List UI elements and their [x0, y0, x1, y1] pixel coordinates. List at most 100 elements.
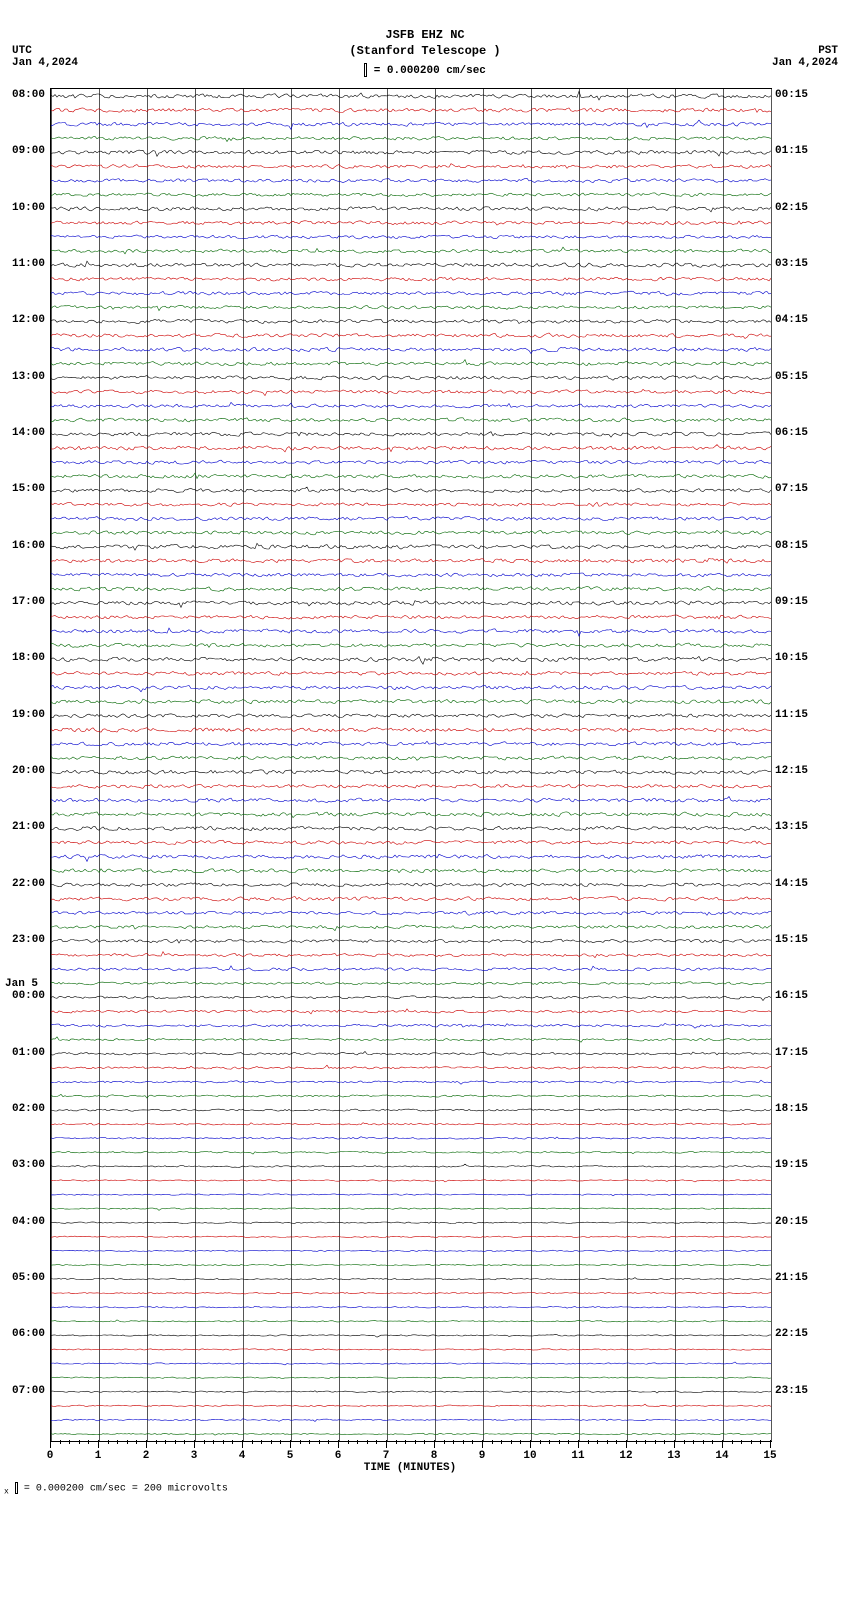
trace-line [51, 418, 771, 422]
x-tick-minor [415, 1440, 416, 1444]
x-tick-minor [223, 1440, 224, 1444]
x-tick-minor [732, 1440, 733, 1444]
utc-hour-label: 09:00 [5, 145, 45, 157]
trace-line [51, 1052, 771, 1056]
trace-line [51, 812, 771, 818]
x-tick-label: 5 [287, 1450, 294, 1462]
trace-line [51, 897, 771, 901]
trace-line [51, 1391, 771, 1393]
x-tick-major [242, 1440, 243, 1448]
x-tick-major [50, 1440, 51, 1448]
x-tick-minor [184, 1440, 185, 1444]
x-tick-label: 12 [619, 1450, 632, 1462]
x-tick-minor [636, 1440, 637, 1444]
trace-line [51, 1164, 771, 1167]
trace-line [51, 91, 771, 100]
trace-line [51, 797, 771, 803]
x-tick-minor [396, 1440, 397, 1444]
x-tick-label: 3 [191, 1450, 198, 1462]
trace-line [51, 883, 771, 887]
x-tick-minor [588, 1440, 589, 1444]
x-tick-minor [684, 1440, 685, 1444]
utc-hour-label: 20:00 [5, 765, 45, 777]
x-tick-major [194, 1440, 195, 1448]
utc-hour-label: 11:00 [5, 258, 45, 270]
x-tick-minor [117, 1440, 118, 1444]
trace-line [51, 432, 771, 438]
trace-line [51, 1306, 771, 1308]
trace-line [51, 402, 771, 407]
trace-line [51, 685, 771, 692]
trace-line [51, 741, 771, 746]
trace-line [51, 305, 771, 310]
x-tick-minor [520, 1440, 521, 1444]
tz-right-date: Jan 4,2024 [772, 57, 838, 69]
scale-bar-icon [364, 63, 367, 77]
x-tick-minor [703, 1440, 704, 1444]
x-axis-title: TIME (MINUTES) [50, 1462, 770, 1474]
pst-hour-label: 02:15 [775, 202, 825, 214]
pst-hour-label: 07:15 [775, 483, 825, 495]
x-tick-minor [655, 1440, 656, 1444]
trace-line [51, 982, 771, 985]
x-tick-major [530, 1440, 531, 1448]
traces-svg [51, 89, 771, 1441]
x-tick-minor [204, 1440, 205, 1444]
x-tick-minor [88, 1440, 89, 1444]
trace-line [51, 1109, 771, 1111]
trace-line [51, 1250, 771, 1251]
trace-line [51, 728, 771, 733]
x-tick-label: 4 [239, 1450, 246, 1462]
x-tick-minor [463, 1440, 464, 1444]
trace-line [51, 996, 771, 1001]
trace-line [51, 966, 771, 971]
x-tick-major [578, 1440, 579, 1448]
trace-line [51, 770, 771, 774]
trace-line [51, 1236, 771, 1238]
pst-hour-label: 15:15 [775, 934, 825, 946]
trace-line [51, 1292, 771, 1294]
pst-hour-label: 16:15 [775, 990, 825, 1002]
trace-line [51, 952, 771, 958]
x-tick-minor [444, 1440, 445, 1444]
trace-line [51, 1194, 771, 1196]
trace-line [51, 558, 771, 563]
trace-line [51, 291, 771, 296]
trace-line [51, 840, 771, 844]
mid-date-label: Jan 5 [5, 978, 38, 990]
pst-hour-label: 03:15 [775, 258, 825, 270]
trace-line [51, 261, 771, 267]
trace-line [51, 1264, 771, 1266]
x-tick-minor [175, 1440, 176, 1444]
utc-hour-label: 22:00 [5, 878, 45, 890]
trace-line [51, 925, 771, 931]
x-tick-minor [607, 1440, 608, 1444]
tz-left-label: UTC [12, 45, 78, 57]
pst-hour-label: 18:15 [775, 1103, 825, 1115]
x-tick-minor [108, 1440, 109, 1444]
trace-line [51, 460, 771, 464]
x-tick-label: 1 [95, 1450, 102, 1462]
trace-line [51, 1222, 771, 1224]
x-tick-minor [760, 1440, 761, 1444]
pst-hour-label: 11:15 [775, 709, 825, 721]
x-tick-minor [280, 1440, 281, 1444]
scale-line: = 0.000200 cm/sec [0, 63, 850, 78]
trace-line [51, 347, 771, 353]
x-tick-label: 8 [431, 1450, 438, 1462]
utc-hour-label: 00:00 [5, 990, 45, 1002]
x-tick-minor [261, 1440, 262, 1444]
pst-hour-label: 10:15 [775, 652, 825, 664]
trace-line [51, 1362, 771, 1365]
utc-hour-label: 12:00 [5, 314, 45, 326]
trace-line [51, 1151, 771, 1154]
trace-line [51, 1320, 771, 1322]
trace-line [51, 235, 771, 239]
trace-line [51, 1349, 771, 1351]
tz-left-block: UTC Jan 4,2024 [12, 45, 78, 69]
utc-hour-label: 15:00 [5, 483, 45, 495]
trace-line [51, 193, 771, 197]
footer-note: x = 0.000200 cm/sec = 200 microvolts [4, 1482, 228, 1497]
trace-line [51, 376, 771, 381]
utc-hour-label: 08:00 [5, 89, 45, 101]
